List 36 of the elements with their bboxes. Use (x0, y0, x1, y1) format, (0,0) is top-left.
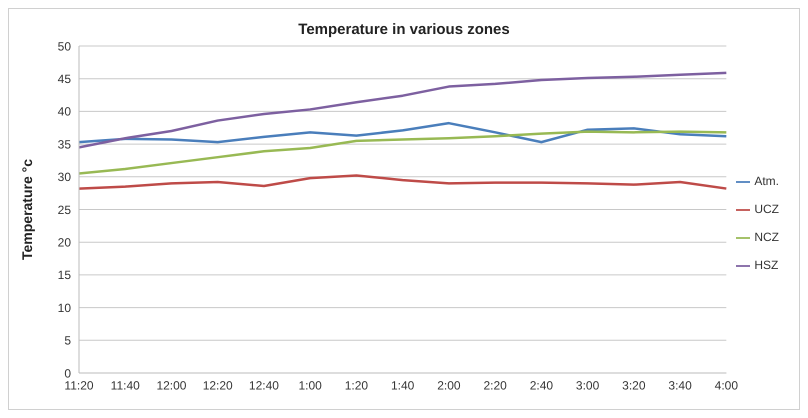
y-tick-label: 45 (58, 72, 72, 86)
x-tick-label: 3:40 (668, 378, 692, 393)
x-tick-label: 12:40 (248, 378, 280, 393)
chart-title: Temperature in various zones (297, 21, 511, 38)
y-tick-label: 15 (58, 268, 72, 282)
x-tick-label: 12:00 (156, 378, 187, 393)
line-series (78, 122, 728, 144)
x-tick-label: 2:40 (530, 378, 554, 393)
legend-label: HSZ (754, 258, 778, 272)
y-tick-label: 0 (64, 366, 72, 380)
x-tick-label: 3:00 (576, 378, 600, 393)
line-series (78, 174, 728, 190)
x-tick-label: 3:20 (622, 378, 646, 393)
y-tick-label: 20 (58, 235, 72, 250)
line-series (78, 130, 728, 175)
x-tick-label: 11:20 (64, 378, 94, 393)
legend-label: UCZ (754, 202, 779, 216)
y-tick-label: 50 (58, 39, 72, 54)
y-tick-label: 35 (58, 137, 72, 152)
x-tick-label: 1:00 (298, 378, 322, 393)
legend-label: NCZ (754, 230, 779, 244)
line-series (78, 72, 728, 149)
y-tick-label: 5 (64, 334, 72, 348)
x-tick-label: 2:20 (483, 378, 508, 393)
x-tick-label: 12:20 (202, 378, 234, 393)
x-tick-label: 4:00 (714, 378, 738, 393)
x-tick-label: 1:20 (344, 378, 368, 393)
y-tick-label: 30 (58, 170, 72, 184)
x-tick-label: 2:00 (437, 378, 461, 393)
legend-label: Atm. (754, 174, 779, 188)
y-axis-title: Temperature °c (18, 158, 35, 260)
x-tick-label: 11:40 (110, 378, 140, 393)
y-tick-label: 10 (58, 300, 72, 315)
y-tick-label: 40 (58, 104, 72, 119)
y-tick-label: 25 (58, 202, 72, 217)
x-tick-label: 1:40 (390, 378, 415, 393)
